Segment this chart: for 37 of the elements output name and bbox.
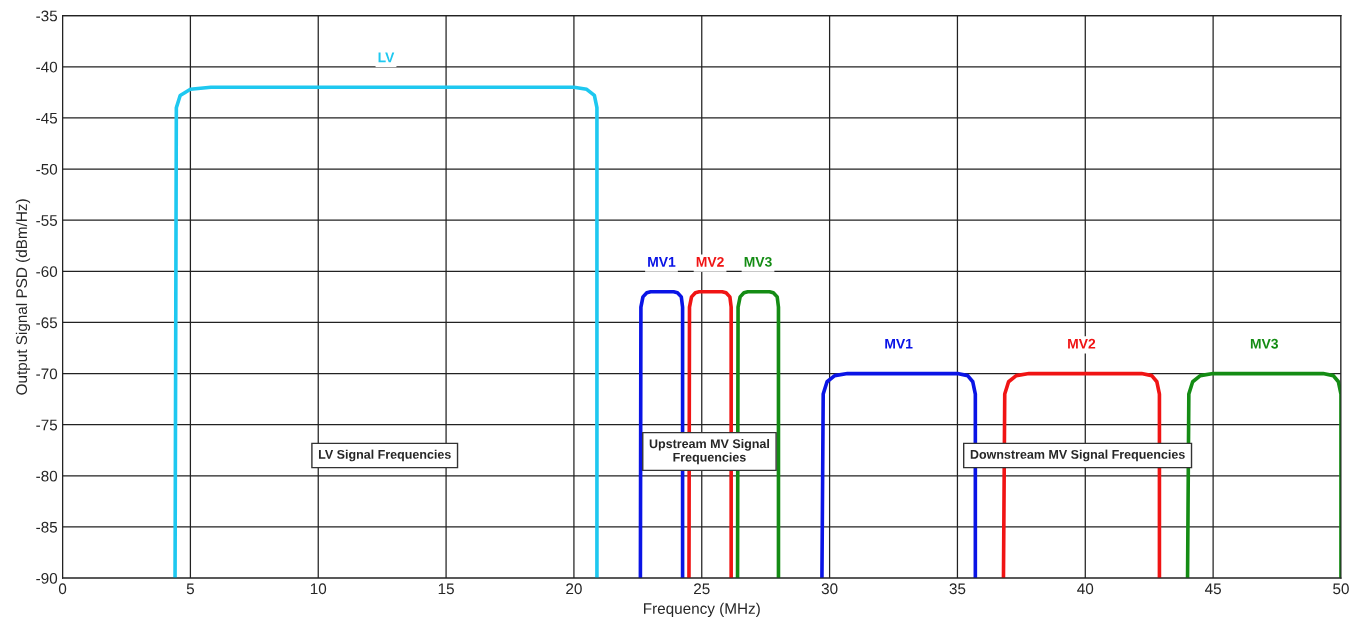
- series-label: MV2: [1068, 338, 1096, 349]
- y-tick-label: -45: [36, 112, 58, 124]
- x-tick-label: 25: [694, 583, 710, 595]
- x-tick-label: 40: [1077, 583, 1094, 595]
- x-tick-label: 0: [58, 583, 67, 595]
- series-label: MV1: [885, 338, 913, 349]
- y-tick-label: -40: [36, 61, 58, 73]
- y-tick-label: -60: [36, 266, 58, 278]
- x-tick-label: 10: [310, 583, 327, 595]
- line-series: [1185, 371, 1341, 579]
- y-tick-label: -80: [36, 470, 58, 482]
- y-tick-label: -35: [36, 10, 58, 22]
- series-label: MV3: [1250, 338, 1279, 349]
- y-tick-label: -85: [36, 521, 58, 533]
- x-tick-label: 30: [821, 583, 838, 595]
- series-label: LV: [378, 52, 395, 63]
- x-tick-label: 15: [438, 583, 454, 595]
- y-tick-label: -55: [36, 215, 58, 226]
- series-label: MV3: [744, 256, 772, 267]
- x-tick-label: 45: [1204, 583, 1221, 595]
- y-tick-label: -70: [36, 368, 58, 380]
- y-tick-label: -90: [36, 572, 58, 584]
- y-tick-label: -65: [36, 317, 58, 329]
- x-tick-label: 5: [186, 583, 195, 595]
- x-tick-label: 35: [949, 583, 966, 595]
- series-label: MV1: [648, 257, 676, 267]
- y-tick-label: -50: [36, 163, 58, 175]
- y-axis-title: Output Signal PSD (dBm/Hz): [15, 199, 31, 395]
- line-series: [173, 85, 599, 579]
- y-tick-label: -75: [36, 419, 58, 431]
- x-tick-label: 20: [566, 583, 582, 595]
- series-label: MV2: [696, 256, 724, 267]
- annotation: Downstream MV Signal Frequencies: [970, 449, 1185, 462]
- x-tick-label: 50: [1333, 583, 1349, 595]
- annotation: Upstream MV Signal Frequencies: [649, 438, 769, 465]
- annotation: LV Signal Frequencies: [318, 449, 451, 462]
- x-axis-title: Frequency (MHz): [644, 602, 760, 617]
